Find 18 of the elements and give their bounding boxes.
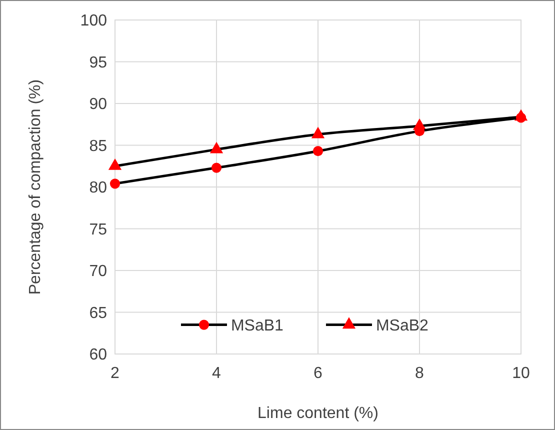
x-tick-label: 2 xyxy=(110,365,120,382)
y-tick-label: 85 xyxy=(89,138,108,155)
y-tick-label: 65 xyxy=(89,304,108,322)
y-tick-label: 60 xyxy=(89,346,108,364)
x-axis-title: Lime content (%) xyxy=(258,405,378,422)
y-tick-label: 90 xyxy=(89,96,108,114)
x-tick-label: 10 xyxy=(512,365,530,382)
y-tick-label: 80 xyxy=(89,180,108,197)
y-tick-label: 70 xyxy=(89,263,108,280)
y-tick-label: 95 xyxy=(89,54,108,72)
x-tick-label: 8 xyxy=(415,365,424,382)
y-tick-label: 100 xyxy=(80,12,108,30)
legend-label: MSaB1 xyxy=(230,317,284,334)
x-tick-label: 6 xyxy=(314,365,323,382)
legend-label: MSaB2 xyxy=(376,317,429,334)
x-tick-label: 4 xyxy=(212,365,222,382)
y-axis-title: Percentage of compaction (%) xyxy=(27,79,44,295)
y-tick-label: 75 xyxy=(89,221,108,238)
